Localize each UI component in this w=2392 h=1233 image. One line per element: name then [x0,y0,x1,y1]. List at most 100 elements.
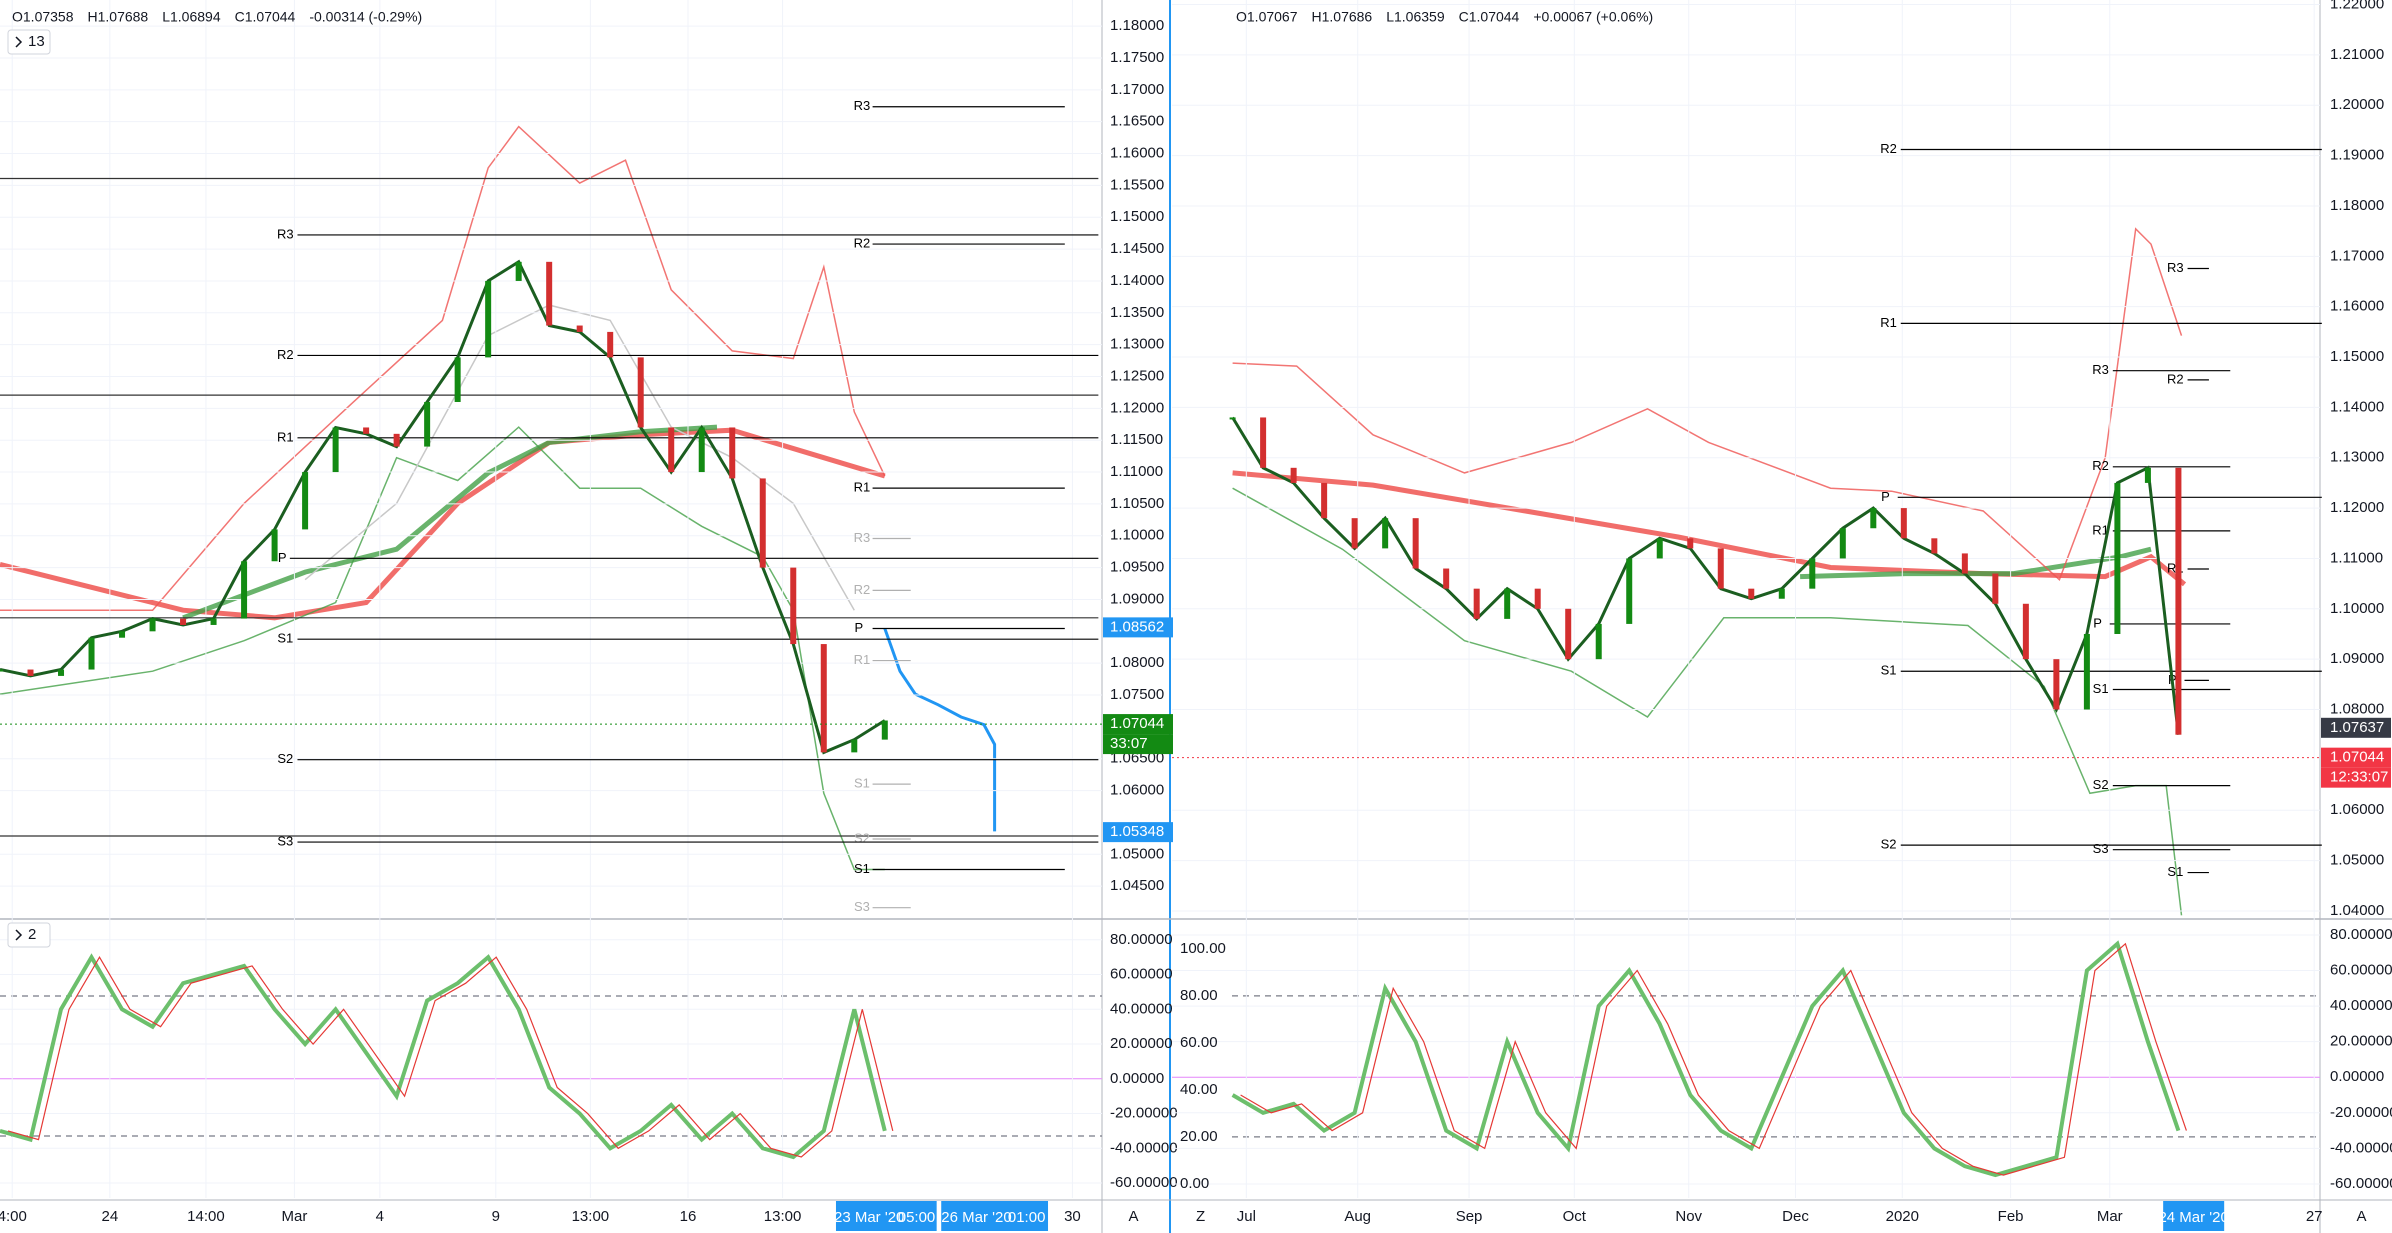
ohlc-value: -0.00314 (-0.29%) [309,9,422,25]
date-box-label: 26 Mar '20 [941,1209,1011,1226]
pivot-label: R2 [854,236,871,251]
price-tick-label: 1.04000 [2330,902,2384,919]
candle [1992,573,1999,604]
pivot-label: R3 [2092,362,2109,377]
time-label: Dec [1782,1208,1809,1225]
osc-left-tick-label: 40.00 [1180,1081,1218,1098]
date-box [941,1201,1049,1231]
date-box [835,1201,937,1231]
osc-left-tick-label: 80.00 [1180,987,1218,1004]
price-tick-label: 1.07500 [1110,686,1164,703]
pivot-label: P [855,620,864,635]
price-tick-label: 1.13000 [2330,449,2384,466]
timer-label: 33:07 [1110,735,1148,752]
price-tick-label: 1.18000 [1110,17,1164,34]
pivot-label: R1 [277,429,294,444]
price-tick-label: 1.12000 [1110,399,1164,416]
time-label: 27 [2306,1208,2323,1225]
candle [119,631,126,638]
osc-tick-label: 80.00000 [2330,926,2392,943]
candle [1809,558,1816,589]
price-tick-label: 1.14500 [1110,240,1164,257]
price-tick-label: 1.16500 [1110,113,1164,130]
candle [790,567,797,645]
pivot-label: S3 [854,899,870,914]
price-tick-label: 1.12000 [2330,499,2384,516]
pivot-label: S2 [277,751,293,766]
timer-label: 12:33:07 [2330,769,2388,786]
osc-tick-label: 0.00000 [2330,1068,2384,1085]
candle [1595,623,1602,660]
price-line [0,259,886,755]
pivot-label: R2 [2167,371,2184,386]
ohlc-value: +0.00067 (+0.06%) [1533,9,1653,25]
candle [149,618,156,632]
candle [2083,633,2090,710]
pivot-label: S1 [2093,681,2109,696]
pivot-label: S1 [277,631,293,646]
scale-button: Z [1196,1208,1205,1225]
chevron [15,929,23,941]
ohlc-value: L1.06359 [1386,9,1445,25]
candle [607,331,614,358]
oscillator-signal [1240,942,2187,1176]
price-tick-label: 1.21000 [2330,46,2384,63]
pivot-label: R2 [1880,141,1897,156]
candle [2114,482,2121,634]
date-box-label: 05:00 [898,1209,936,1226]
osc-tick-label: -40.00000 [2330,1139,2392,1156]
price-tick-label: 1.10000 [2330,600,2384,617]
study-badge [7,922,51,948]
pivot-label: R2 [2092,458,2109,473]
price-tick-label: 1.04500 [1110,877,1164,894]
candle [1534,588,1541,609]
price-tick-label: 1.05000 [1110,845,1164,862]
candle [1717,548,1724,589]
candle [1748,588,1755,599]
price-tick-label: 1.15000 [1110,208,1164,225]
ohlc-value: C1.07044 [1459,9,1520,25]
candle [88,637,95,670]
candle [637,357,644,428]
time-label: 4:00 [0,1208,27,1225]
candle [759,478,766,568]
price-tick-label: 1.17000 [2330,247,2384,264]
osc-tick-label: 40.00000 [1110,1000,1173,1017]
indicator-line [304,304,855,611]
ohlc-value: C1.07044 [235,9,296,25]
ohlc-value: O1.07358 [12,9,74,25]
pivot-label: S2 [2093,777,2109,792]
candle [1321,482,1328,519]
candle [1412,518,1419,569]
timer-tag [2321,767,2391,788]
candle [881,720,888,740]
price-line [1231,416,2180,735]
candle [729,427,736,479]
date-box [2163,1201,2225,1231]
time-label: Nov [1675,1208,1702,1225]
pivot-label: S1 [2167,864,2183,879]
candle [302,472,309,530]
oscillator-signal [7,956,894,1158]
time-label: Oct [1563,1208,1587,1225]
pivot-label: R1 [854,480,871,495]
candle [1260,417,1267,468]
time-label: Feb [1998,1208,2024,1225]
pivot-label: S2 [854,830,870,845]
price-tick-label: 1.20000 [2330,96,2384,113]
chevron [15,36,23,48]
price-tag [1103,617,1173,638]
price-tick-label: 1.06000 [2330,801,2384,818]
candle [2144,467,2151,483]
candle [1839,528,1846,559]
price-tick-label: 1.09000 [2330,650,2384,667]
pivot-label: P [2093,615,2102,630]
candle [668,427,675,473]
time-label: 4 [376,1208,384,1225]
time-label: 14:00 [187,1208,225,1225]
candle [820,644,827,753]
candle [1626,558,1633,624]
price-tick-label: 1.15000 [2330,348,2384,365]
osc-left-tick-label: 0.00 [1180,1175,1209,1192]
candle [393,433,400,447]
